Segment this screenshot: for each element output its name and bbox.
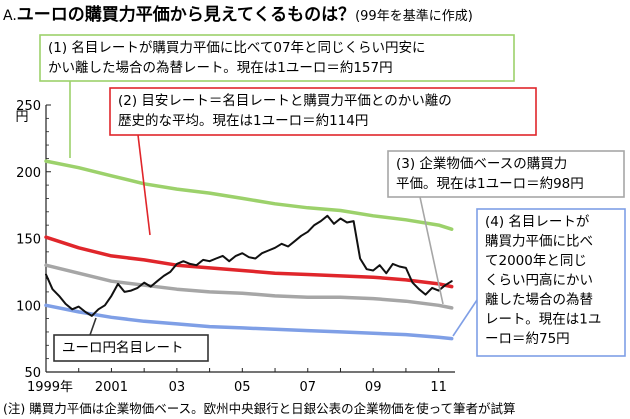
callout-leader <box>452 299 478 337</box>
y-tick-label: 100 <box>16 299 41 314</box>
callout-text-line: かい離した場合の為替レート。現在は1ユーロ＝約157円 <box>48 60 393 76</box>
callout-a5: ユーロ円名目レート <box>53 317 209 362</box>
callout-text-line: ユーロ円名目レート <box>62 340 184 356</box>
callout-text-line: 平価。現在は1ユーロ＝約98円 <box>396 176 584 192</box>
callout-text-line: (4) 名目レートが <box>485 214 590 230</box>
callout-box <box>53 334 209 362</box>
series-line-s3 <box>44 263 454 310</box>
y-tick-label: 200 <box>16 166 41 181</box>
series-layer <box>44 159 454 341</box>
callout-text-line: て2000年と同じ <box>485 253 587 269</box>
y-tick-label: 250 <box>16 99 41 114</box>
title-subtitle: (99年を基準に作成) <box>355 8 473 24</box>
series-line-s4 <box>44 303 454 341</box>
callout-text-line: 購買力平価に比べ <box>485 234 593 250</box>
callout-text-line: (2) 目安レート＝名目レートと購買力平価とのかい離の <box>118 93 452 109</box>
series-line-s5 <box>45 214 453 317</box>
callout-a4: (4) 名目レートが購買力平価に比べて2000年と同じくらい円高にかい離した場合… <box>452 208 626 357</box>
footnote: (注) 購買力平価は企業物価ベース。欧州中央銀行と日銀公表の企業物価を使って筆者… <box>3 401 515 416</box>
x-tick-label: 1999年 <box>27 380 73 395</box>
series-line-s2 <box>44 235 454 289</box>
callout-text-line: ーロ＝約75円 <box>485 331 570 347</box>
callout-layer: (1) 名目レートが購買力平価に比べて07年と同じくらい円安にかい離した場合の為… <box>39 34 626 362</box>
title-main: ユーロの購買力平価から見えてくるものは？ <box>17 4 355 25</box>
x-tick-label: 09 <box>365 380 382 395</box>
x-tick-label: 2001 <box>95 380 128 395</box>
callout-a2: (2) 目安レート＝名目レートと購買力平価とのかい離の歴史的な平均。現在は1ユー… <box>109 87 537 236</box>
title-prefix: A. <box>3 8 17 24</box>
y-tick-label: 150 <box>16 233 41 248</box>
x-tick-label: 03 <box>169 380 186 395</box>
series-line-s1 <box>44 159 454 231</box>
callout-a1: (1) 名目レートが購買力平価に比べて07年と同じくらい円安にかい離した場合の為… <box>39 34 515 158</box>
callout-box <box>109 87 537 136</box>
y-tick-label: 50 <box>24 366 41 381</box>
callout-text-line: 歴史的な平均。現在は1ユーロ＝約114円 <box>118 113 368 129</box>
callout-box <box>387 150 625 198</box>
chart-title: A.ユーロの購買力平価から見えてくるものは？(99年を基準に作成) <box>3 4 473 25</box>
callout-leader <box>137 134 151 236</box>
y-unit-label: 円 <box>15 110 28 125</box>
callout-box <box>476 208 626 357</box>
callout-text-line: くらい円高にかい <box>485 272 593 289</box>
x-tick-label: 11 <box>430 380 447 395</box>
callout-leader <box>89 317 97 336</box>
callout-text-line: 離した場合の為替 <box>485 292 593 308</box>
callout-text-line: レート。現在は1ユ <box>485 312 601 328</box>
x-tick-label: 07 <box>299 380 316 395</box>
callout-box <box>39 34 515 82</box>
callout-text-line: (1) 名目レートが購買力平価に比べて07年と同じくらい円安に <box>48 40 426 56</box>
callout-text-line: (3) 企業物価ベースの購買力 <box>396 155 567 172</box>
callout-leader <box>419 196 444 305</box>
x-tick-label: 05 <box>234 380 251 395</box>
